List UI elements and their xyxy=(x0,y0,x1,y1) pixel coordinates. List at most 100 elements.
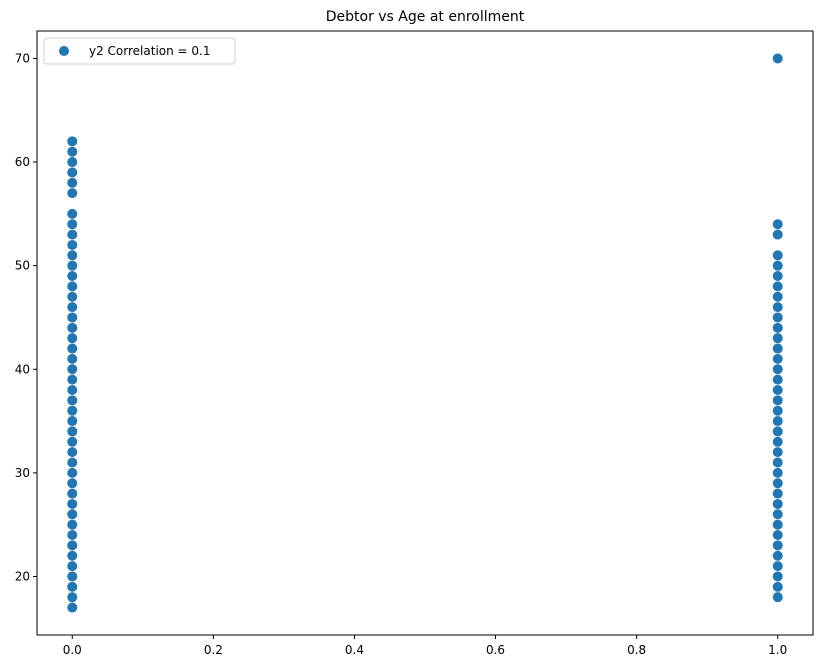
data-point xyxy=(67,509,78,520)
data-point xyxy=(67,343,78,354)
data-point xyxy=(67,540,78,551)
data-point xyxy=(67,239,78,250)
data-point xyxy=(772,384,783,395)
data-point xyxy=(67,188,78,199)
data-point xyxy=(772,405,783,416)
data-point xyxy=(772,581,783,592)
data-point xyxy=(67,374,78,385)
data-point xyxy=(67,229,78,240)
y-tick-label: 50 xyxy=(15,259,30,273)
data-point xyxy=(67,353,78,364)
data-point xyxy=(67,550,78,561)
data-point xyxy=(67,602,78,613)
data-point xyxy=(67,530,78,541)
data-point xyxy=(67,447,78,458)
data-point xyxy=(772,53,783,64)
x-tick-label: 0.4 xyxy=(345,643,364,657)
y-axis: 20 30 40 50 60 70 xyxy=(15,51,37,583)
legend: y2 Correlation = 0.1 xyxy=(43,37,236,65)
data-point xyxy=(67,498,78,509)
y-tick-label: 70 xyxy=(15,51,30,65)
data-point xyxy=(67,281,78,292)
data-point xyxy=(772,364,783,375)
data-point xyxy=(772,488,783,499)
y-tick-label: 60 xyxy=(15,155,30,169)
data-point xyxy=(67,208,78,219)
x-tick-label: 0.0 xyxy=(63,643,82,657)
data-points xyxy=(67,53,783,613)
data-point xyxy=(67,457,78,468)
data-point xyxy=(67,177,78,188)
data-point xyxy=(772,291,783,302)
legend-box xyxy=(43,37,236,65)
data-point xyxy=(772,447,783,458)
data-point xyxy=(67,436,78,447)
data-point xyxy=(67,384,78,395)
data-point xyxy=(67,571,78,582)
data-point xyxy=(67,405,78,416)
data-point xyxy=(67,416,78,427)
data-point xyxy=(67,561,78,572)
data-point xyxy=(772,353,783,364)
data-point xyxy=(772,457,783,468)
data-point xyxy=(67,250,78,261)
data-point xyxy=(67,271,78,282)
legend-marker xyxy=(59,46,69,56)
data-point xyxy=(772,229,783,240)
data-point xyxy=(67,519,78,530)
x-tick-label: 0.6 xyxy=(486,643,505,657)
data-point xyxy=(772,509,783,520)
data-point xyxy=(772,592,783,603)
data-point xyxy=(772,395,783,406)
data-point xyxy=(67,395,78,406)
data-point xyxy=(67,322,78,333)
data-point xyxy=(67,488,78,499)
data-point xyxy=(67,581,78,592)
data-point xyxy=(772,530,783,541)
data-point xyxy=(772,467,783,478)
data-point xyxy=(772,561,783,572)
data-point xyxy=(772,250,783,261)
data-point xyxy=(67,364,78,375)
data-point xyxy=(772,302,783,313)
data-point xyxy=(772,312,783,323)
data-point xyxy=(772,374,783,385)
data-point xyxy=(67,333,78,344)
data-point xyxy=(772,333,783,344)
data-point xyxy=(67,291,78,302)
data-point xyxy=(67,467,78,478)
plot-frame xyxy=(36,30,814,636)
legend-label: y2 Correlation = 0.1 xyxy=(89,44,211,58)
data-point xyxy=(772,498,783,509)
data-point xyxy=(67,219,78,230)
x-tick-label: 0.8 xyxy=(627,643,646,657)
data-point xyxy=(772,281,783,292)
data-point xyxy=(772,426,783,437)
data-point xyxy=(67,167,78,178)
y-tick-label: 30 xyxy=(15,466,30,480)
data-point xyxy=(772,519,783,530)
data-point xyxy=(772,219,783,230)
data-point xyxy=(67,260,78,271)
x-tick-label: 0.2 xyxy=(204,643,223,657)
data-point xyxy=(772,571,783,582)
data-point xyxy=(772,260,783,271)
data-point xyxy=(772,343,783,354)
y-tick-label: 40 xyxy=(15,362,30,376)
data-point xyxy=(67,478,78,489)
data-point xyxy=(772,322,783,333)
data-point xyxy=(67,157,78,168)
data-point xyxy=(772,478,783,489)
y-tick-label: 20 xyxy=(15,569,30,583)
data-point xyxy=(772,540,783,551)
data-point xyxy=(772,436,783,447)
data-point xyxy=(772,271,783,282)
data-point xyxy=(67,136,78,147)
data-point xyxy=(67,592,78,603)
data-point xyxy=(67,146,78,157)
data-point xyxy=(67,302,78,313)
data-point xyxy=(772,550,783,561)
data-point xyxy=(67,426,78,437)
data-point xyxy=(772,416,783,427)
x-tick-label: 1.0 xyxy=(768,643,787,657)
